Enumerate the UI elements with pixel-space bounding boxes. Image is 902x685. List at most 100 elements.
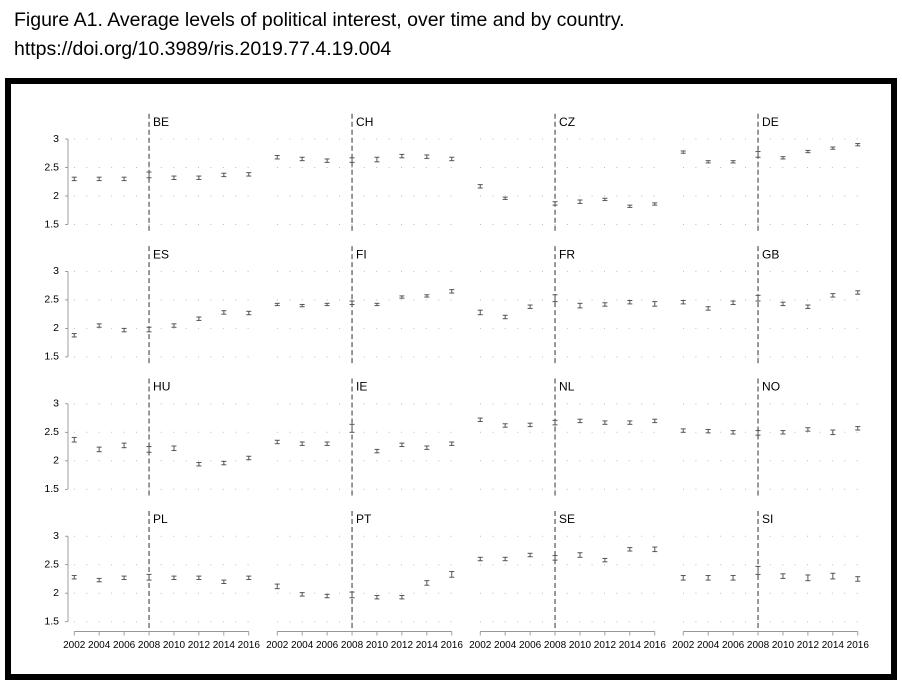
y-tick-label: 3 (53, 265, 59, 277)
error-bar (805, 574, 811, 582)
error-bar (221, 460, 227, 466)
error-bar (274, 439, 280, 445)
error-bar (680, 299, 686, 305)
error-bar (121, 176, 127, 182)
error-bar (502, 314, 508, 320)
panel-label: PL (153, 512, 168, 526)
error-bar (780, 573, 786, 579)
x-tick-label: 2008 (544, 640, 567, 651)
error-bar (552, 555, 558, 561)
error-bar (71, 436, 77, 443)
error-bar (705, 428, 711, 434)
error-bar (374, 594, 380, 600)
chart-title: Figure A1. Average levels of political i… (14, 9, 625, 31)
error-bar (246, 575, 252, 581)
error-bar (705, 575, 711, 581)
error-bar (855, 143, 861, 147)
panel-label: CH (356, 115, 373, 129)
x-tick-label: 2010 (366, 640, 389, 651)
error-bar (577, 418, 583, 424)
error-bar (652, 546, 658, 553)
y-tick-label: 2.5 (44, 558, 59, 570)
error-bar (552, 201, 558, 206)
x-tick-label: 2008 (138, 640, 161, 651)
error-bar (449, 571, 455, 578)
error-bar (196, 462, 202, 467)
x-tick-label: 2012 (797, 640, 820, 651)
error-bar (299, 592, 305, 597)
panel-label: IE (356, 380, 367, 394)
error-bar (171, 575, 177, 581)
error-bar (855, 426, 861, 431)
panel-label: ES (153, 247, 169, 261)
error-bar (246, 455, 252, 461)
y-tick-label: 3 (53, 133, 59, 145)
error-bar (274, 302, 280, 307)
error-bar (274, 155, 280, 160)
error-bar (680, 428, 686, 433)
panel-label: GB (762, 247, 779, 261)
error-bar (627, 420, 633, 425)
error-bar (196, 175, 202, 180)
error-bar (399, 442, 405, 448)
error-bar (602, 302, 608, 307)
error-bar (96, 577, 102, 583)
x-tick-label: 2016 (238, 640, 261, 651)
x-tick-label: 2006 (722, 640, 745, 651)
error-bar (221, 310, 227, 315)
error-bar (374, 156, 380, 163)
panel-label: NL (559, 380, 575, 394)
panel-label: HU (153, 380, 170, 394)
error-bar (171, 445, 177, 452)
x-tick-label: 2008 (341, 640, 364, 651)
error-bar (680, 150, 686, 154)
error-bar (602, 557, 608, 563)
x-tick-label: 2002 (672, 640, 695, 651)
error-bar (349, 157, 355, 163)
y-tick-label: 3 (53, 398, 59, 410)
error-bar (449, 156, 455, 162)
panel-label: SE (559, 512, 575, 526)
x-tick-label: 2004 (88, 640, 111, 651)
error-bar (477, 417, 483, 422)
error-bar (602, 420, 608, 425)
error-bar (830, 429, 836, 436)
error-bar (627, 204, 633, 208)
error-bar (71, 333, 77, 338)
error-bar (246, 310, 252, 316)
x-tick-label: 2012 (594, 640, 617, 651)
panel-label: BE (153, 115, 169, 129)
x-tick-label: 2006 (113, 640, 136, 651)
error-bar (780, 430, 786, 435)
error-bar (246, 172, 252, 177)
error-bar (196, 316, 202, 321)
x-tick-label: 2006 (519, 640, 542, 651)
x-tick-label: 2006 (316, 640, 339, 651)
error-bar (221, 172, 227, 178)
error-bar (399, 295, 405, 299)
chart-subtitle: https://doi.org/10.3989/ris.2019.77.4.19… (14, 38, 392, 60)
error-bar (171, 175, 177, 180)
error-bar (830, 572, 836, 580)
x-tick-label: 2014 (213, 640, 236, 651)
panel-label: NO (762, 380, 780, 394)
x-tick-label: 2014 (416, 640, 439, 651)
error-bar (652, 202, 658, 206)
panel-label: CZ (559, 115, 575, 129)
error-bar (830, 146, 836, 150)
error-bar (730, 430, 736, 435)
error-bar (299, 441, 305, 446)
error-bar (449, 289, 455, 294)
error-bar (705, 306, 711, 311)
y-tick-label: 2.5 (44, 426, 59, 438)
error-bar (424, 294, 430, 298)
x-tick-label: 2016 (644, 640, 667, 651)
error-bar (652, 418, 658, 424)
x-tick-label: 2016 (441, 640, 464, 651)
error-bar (221, 579, 227, 585)
x-tick-label: 2014 (619, 640, 642, 651)
error-bar (527, 552, 533, 558)
x-tick-label: 2002 (63, 640, 86, 651)
error-bar (146, 326, 152, 333)
error-bar (349, 591, 355, 599)
